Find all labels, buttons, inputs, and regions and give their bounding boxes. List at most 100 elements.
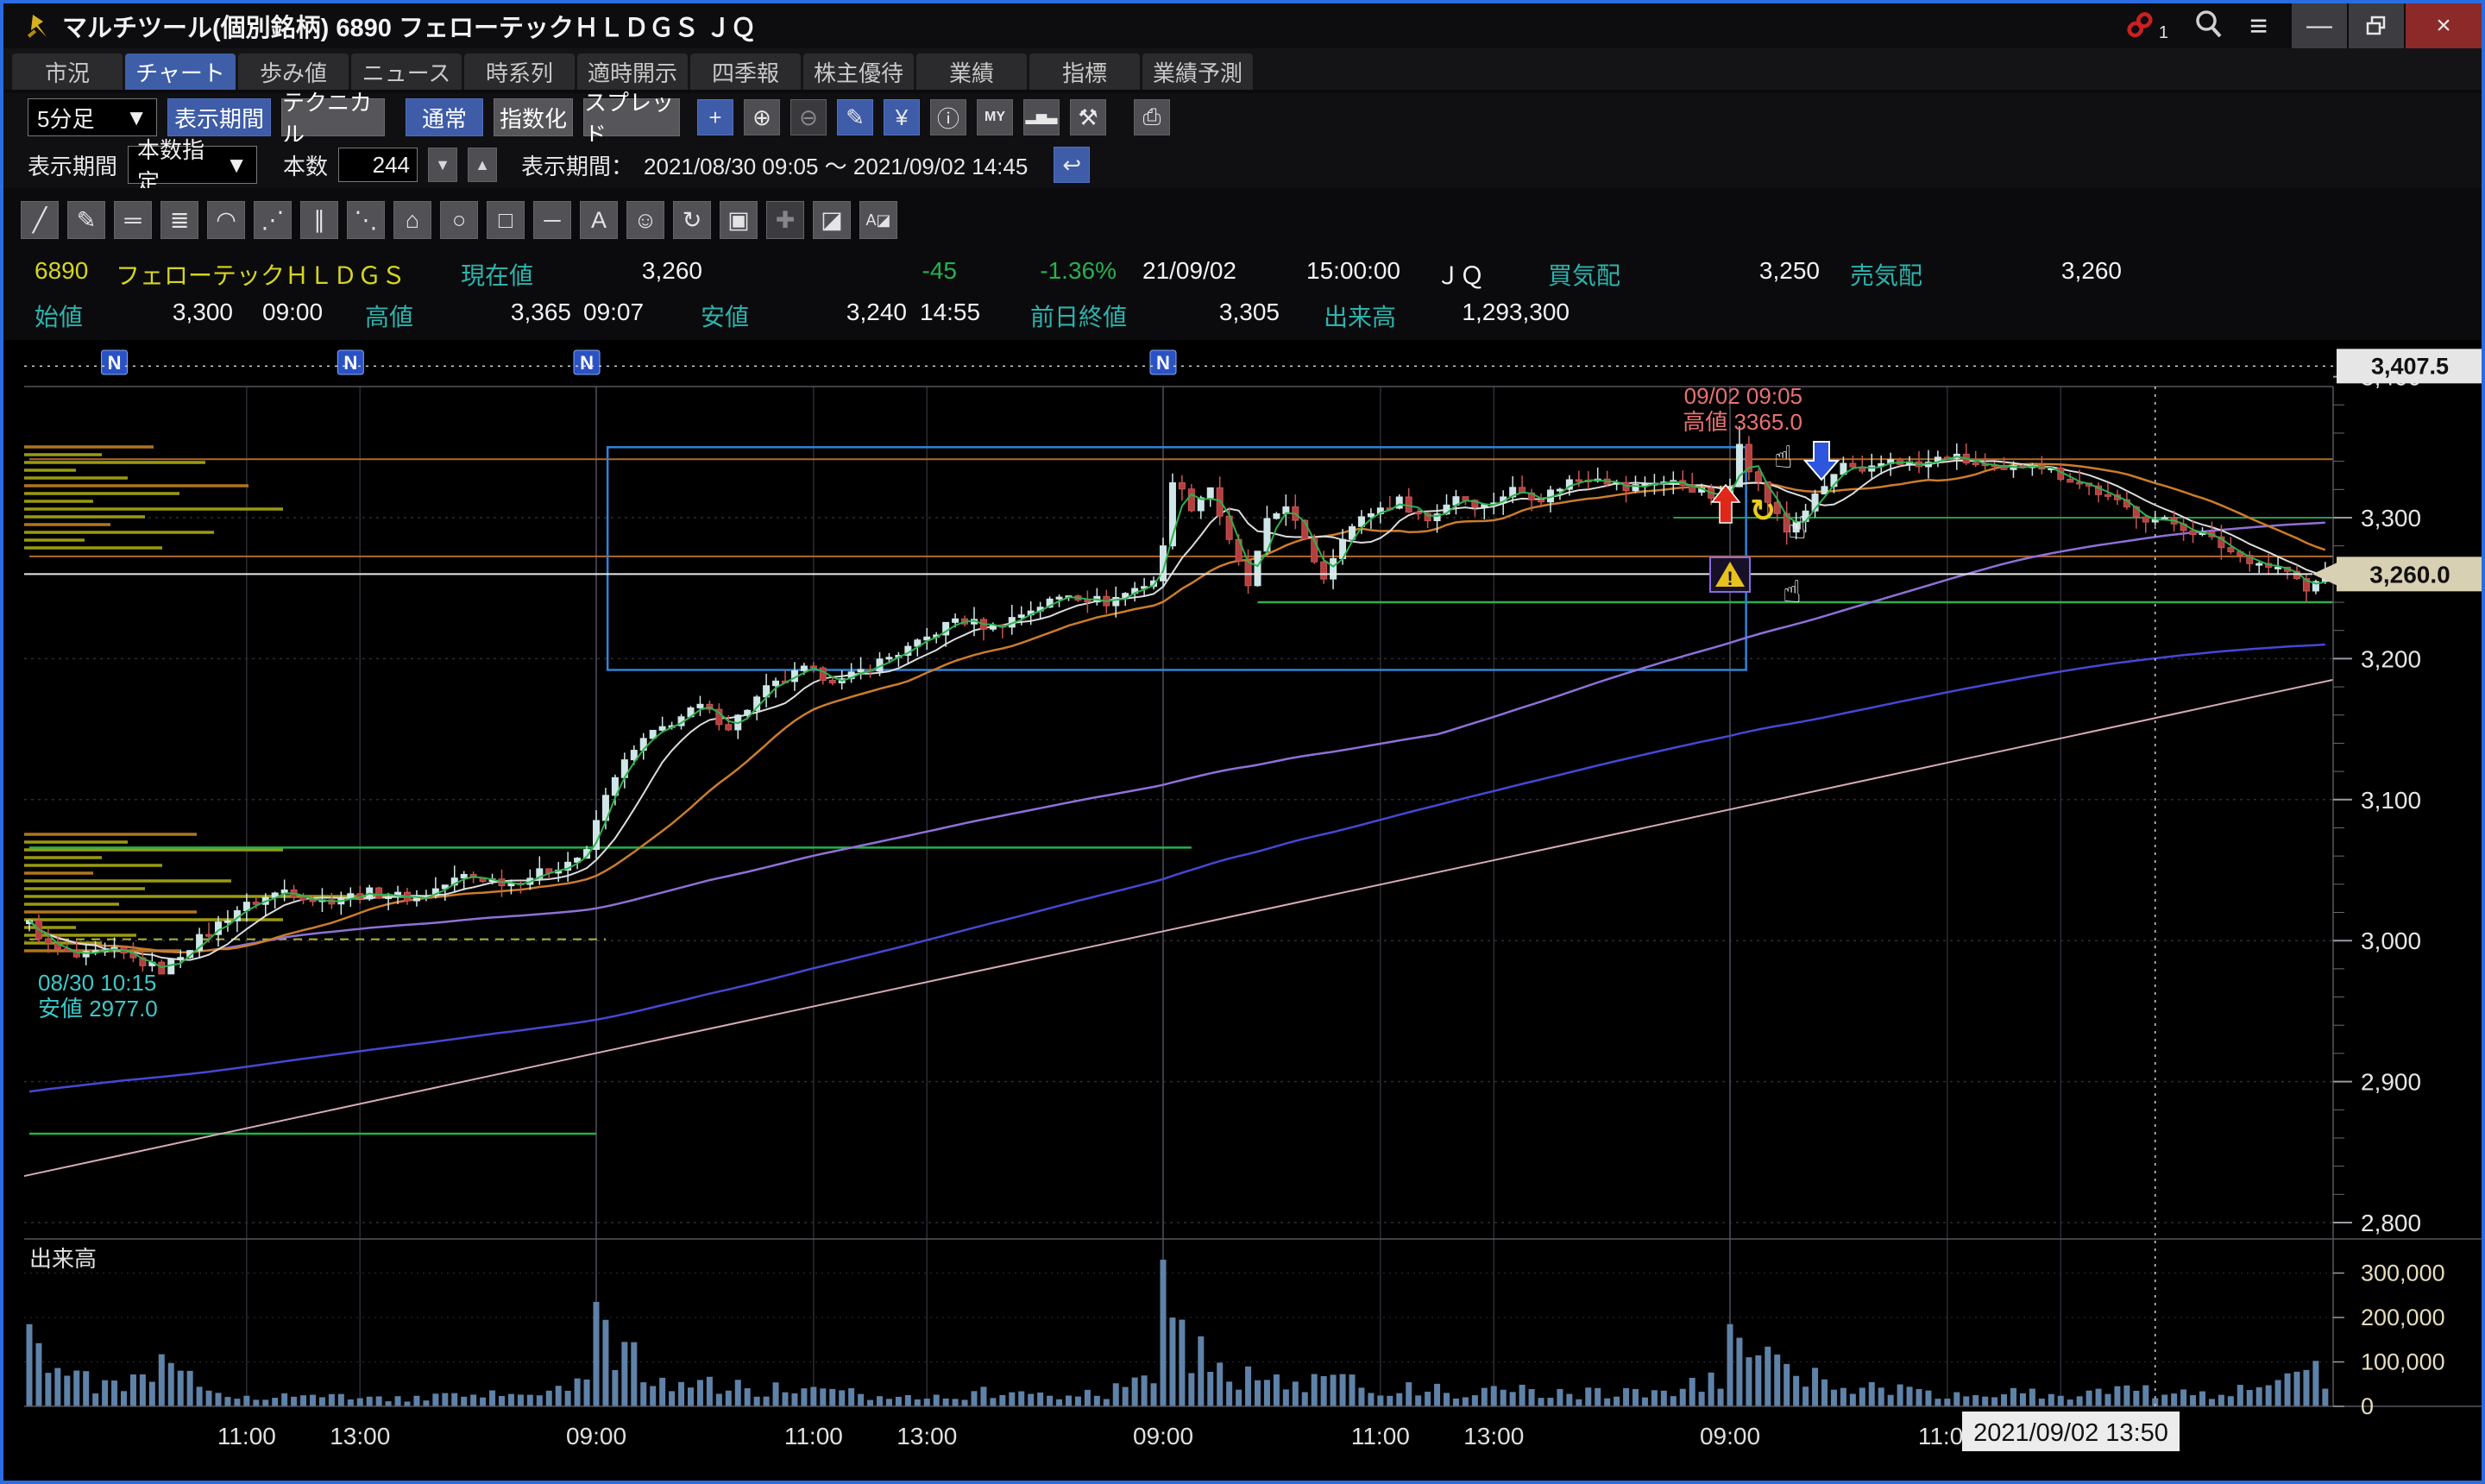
area-chart-icon[interactable]: ▂▅▃	[1023, 99, 1060, 135]
tab-四季報[interactable]: 四季報	[690, 53, 801, 90]
volume-bar	[1557, 1388, 1563, 1406]
hand-cursor-stamp: ☝	[1788, 510, 1807, 545]
svg-text:N: N	[1156, 352, 1170, 374]
eraser-tool-icon[interactable]: ◪	[813, 201, 851, 239]
red-up-arrow-stamp	[1710, 483, 1741, 524]
yen-axis-icon[interactable]: ¥	[884, 99, 920, 135]
volume-bar	[2067, 1399, 2073, 1406]
volume-bar	[1018, 1391, 1025, 1406]
high-price: 3,365	[510, 299, 571, 325]
time-axis-label: 09:00	[566, 1423, 626, 1449]
select-hand-tool-icon[interactable]: ✚	[766, 201, 804, 239]
vertical-lines-tool-icon[interactable]: ∥	[300, 201, 338, 239]
volume-bar	[2086, 1390, 2092, 1406]
indexed-mode-button[interactable]: 指数化	[494, 98, 573, 136]
close-button[interactable]: ×	[2406, 3, 2482, 48]
volume-bar	[92, 1393, 99, 1406]
timeframe-select[interactable]: 5分足 ▼	[28, 98, 157, 136]
volume-bar	[451, 1393, 458, 1406]
count-mode-select[interactable]: 本数指定 ▼	[128, 137, 258, 195]
volume-bar	[555, 1386, 562, 1406]
tab-適時開示[interactable]: 適時開示	[577, 53, 688, 90]
volume-bar	[1179, 1319, 1186, 1406]
volume-bar	[858, 1393, 865, 1406]
volume-bar	[1991, 1397, 1998, 1406]
time-rotate-tool-icon[interactable]: ↻	[673, 201, 711, 239]
tab-時系列[interactable]: 時系列	[464, 53, 575, 90]
volume-bar	[526, 1394, 533, 1406]
ohlc-row: 始値 3,300 09:00 高値 3,365 09:07 安値 3,240 1…	[3, 293, 2482, 340]
volume-bar	[923, 1399, 930, 1406]
horizontal-segment-tool-icon[interactable]: ─	[533, 201, 571, 239]
duplicate-tool-icon[interactable]: ▣	[720, 201, 758, 239]
count-increment-button[interactable]: ▲	[468, 148, 498, 182]
volume-bar	[2001, 1394, 2008, 1406]
volume-bar	[1614, 1396, 1620, 1406]
volume-bar	[1425, 1392, 1431, 1406]
tab-チャート[interactable]: チャート	[125, 53, 236, 90]
volume-bar	[517, 1394, 524, 1406]
price-chart[interactable]: 3,3003,2003,1003,0002,9002,8003,400300,0…	[3, 340, 2485, 1481]
print-icon[interactable]: ⎙	[1134, 99, 1170, 135]
news-badge	[337, 349, 364, 375]
bar-count-input[interactable]: 244	[338, 148, 418, 182]
minimize-button[interactable]: —	[2292, 3, 2347, 48]
text-tool-icon[interactable]: A	[580, 201, 618, 239]
volume-bar	[2171, 1393, 2178, 1406]
tab-株主優待[interactable]: 株主優待	[803, 53, 914, 90]
pin-icon[interactable]	[24, 11, 50, 41]
pentagon-tool-icon[interactable]: ⌂	[393, 201, 431, 239]
volume-bar	[45, 1373, 52, 1406]
technical-button[interactable]: テクニカル	[281, 90, 385, 148]
erase-all-tool-icon[interactable]: A◪	[859, 201, 897, 239]
crosshair-icon[interactable]: +	[697, 99, 733, 135]
ellipse-tool-icon[interactable]: ○	[440, 201, 478, 239]
icon-stamp-tool-icon[interactable]: ☺	[626, 201, 664, 239]
my-chart-icon[interactable]: MY	[977, 99, 1013, 135]
info-icon[interactable]: ⓘ	[930, 99, 966, 135]
settings-wrench-icon[interactable]: ⚒	[1070, 99, 1106, 135]
search-icon[interactable]	[2192, 8, 2224, 45]
menu-icon[interactable]: ≡	[2249, 8, 2268, 43]
volume-bar	[404, 1401, 411, 1406]
display-period-button[interactable]: 表示期間	[167, 98, 271, 136]
volume-bar	[1689, 1377, 1695, 1406]
ask-price: 3,260	[2060, 257, 2122, 284]
volume-axis-label: 300,000	[2361, 1261, 2445, 1286]
volume-bar	[1784, 1363, 1790, 1406]
fan-lines-tool-icon[interactable]: ⋰	[254, 201, 292, 239]
tab-指標[interactable]: 指標	[1029, 53, 1140, 90]
reset-range-button[interactable]: ↩	[1054, 147, 1091, 183]
tab-市況[interactable]: 市況	[12, 53, 123, 90]
normal-mode-button[interactable]: 通常	[406, 98, 483, 136]
restore-button[interactable]	[2349, 3, 2404, 48]
quote-row: 6890 フェローテックＨＬＤＧＳ 現在値 3,260 -45 -1.36% 2…	[3, 252, 2482, 293]
volume-bar	[829, 1388, 836, 1406]
volume-bar	[1490, 1386, 1497, 1406]
svg-text:2021/09/02 13:50: 2021/09/02 13:50	[1973, 1419, 2168, 1447]
tab-業績予測[interactable]: 業績予測	[1142, 53, 1253, 90]
window-title: マルチツール(個別銘柄) 6890 フェローテックＨＬＤＧＳ ＪＱ	[62, 15, 757, 42]
speed-lines-tool-icon[interactable]: ⋱	[347, 201, 385, 239]
volume-bar	[1330, 1374, 1337, 1406]
marker-pen-tool-icon[interactable]: ✎	[67, 201, 105, 239]
rectangle-tool-icon[interactable]: □	[487, 201, 525, 239]
tab-業績[interactable]: 業績	[916, 53, 1027, 90]
ask-label: 売気配	[1850, 262, 1923, 289]
line-tool-icon[interactable]: ╱	[21, 201, 59, 239]
tab-歩み値[interactable]: 歩み値	[238, 53, 349, 90]
draw-pencil-icon[interactable]: ✎	[837, 99, 873, 135]
spread-mode-button[interactable]: スプレッド	[583, 90, 680, 148]
volume-bar	[499, 1395, 505, 1406]
tab-ニュース[interactable]: ニュース	[351, 53, 462, 90]
volume-bar	[102, 1380, 109, 1406]
zoom-out-icon[interactable]: ⊖	[790, 99, 827, 135]
count-decrement-button[interactable]: ▼	[428, 148, 458, 182]
multi-hline-tool-icon[interactable]: ≣	[160, 201, 198, 239]
link-group-icon[interactable]: 1	[2123, 9, 2168, 43]
parallel-lines-tool-icon[interactable]: ═	[114, 201, 152, 239]
prev-close: 3,305	[1218, 299, 1280, 325]
fibonacci-arc-tool-icon[interactable]: ◠	[207, 201, 245, 239]
zoom-in-icon[interactable]: ⊕	[744, 99, 780, 135]
volume-bar	[394, 1396, 401, 1406]
